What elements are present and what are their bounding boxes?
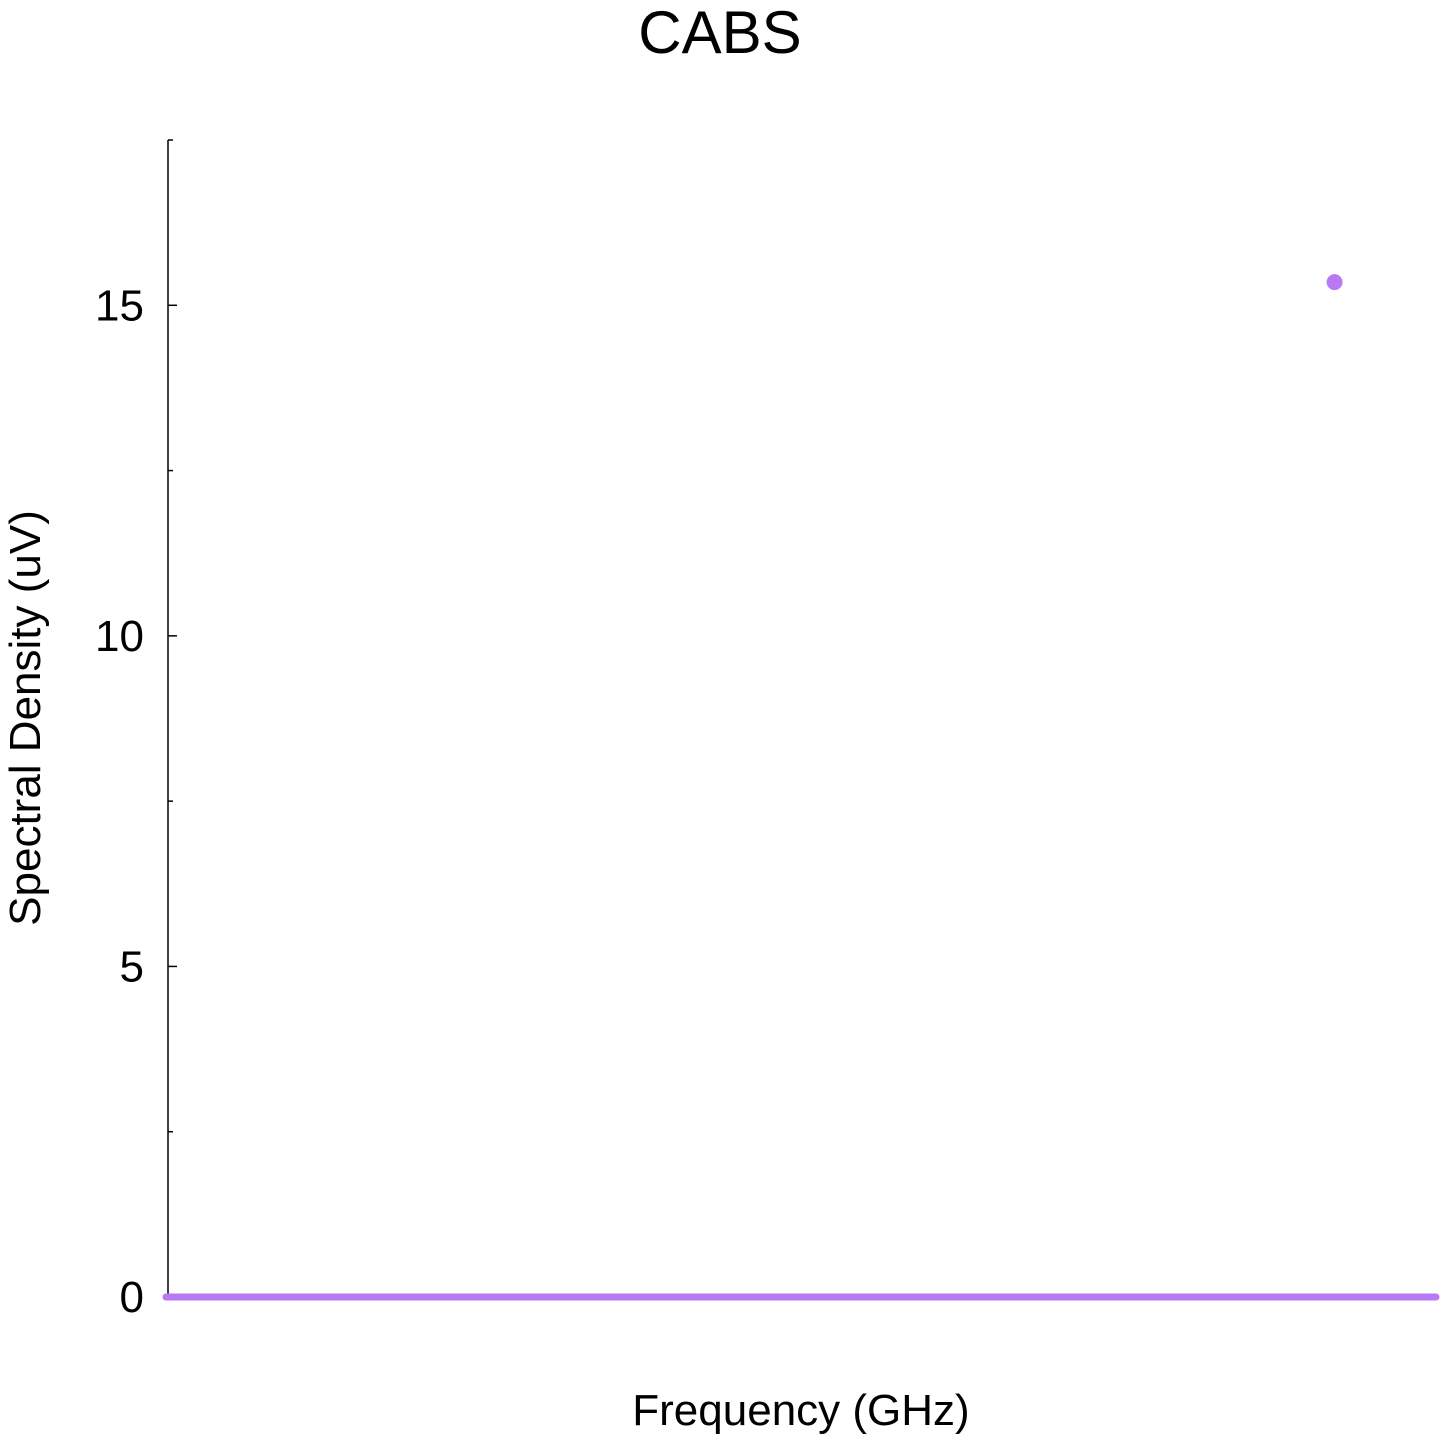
y-tick-label: 0 bbox=[120, 1273, 144, 1322]
x-axis-label: Frequency (GHz) bbox=[632, 1386, 969, 1435]
y-tick-label: 10 bbox=[95, 612, 144, 661]
chart-title: CABS bbox=[638, 0, 801, 66]
series-layer bbox=[162, 274, 1440, 1301]
y-axis-label: Spectral Density (uV) bbox=[1, 510, 50, 926]
y-tick-label: 15 bbox=[95, 281, 144, 330]
y-tick-label: 5 bbox=[120, 942, 144, 991]
data-point bbox=[1326, 274, 1343, 291]
y-ticks: 0 5 10 15 bbox=[95, 139, 177, 1322]
